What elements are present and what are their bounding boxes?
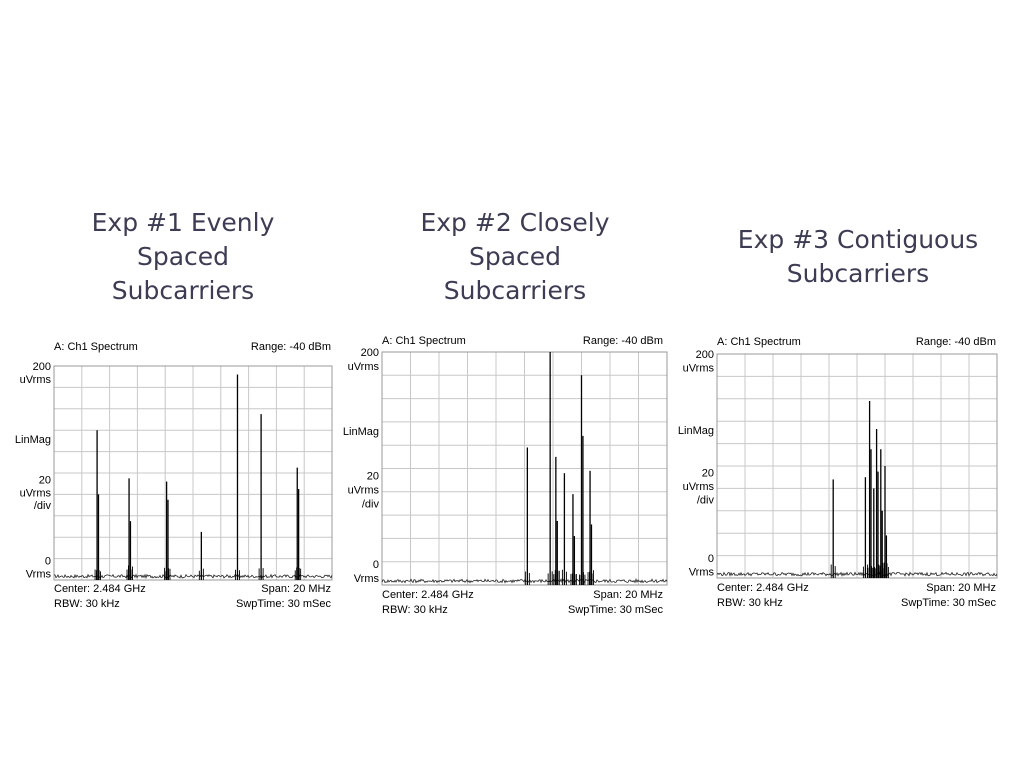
y-axis-label: 200 xyxy=(696,349,714,361)
plot-frame xyxy=(53,365,333,581)
y-axis-label: 200 xyxy=(361,347,379,359)
y-axis-label: LinMag xyxy=(15,434,51,446)
y-axis-label: 0 xyxy=(708,553,714,565)
plot-frame xyxy=(381,351,668,586)
range-label: Range: -40 dBm xyxy=(916,336,996,348)
y-axis-label: Vrms xyxy=(26,569,52,581)
y-axis-label: uVrms xyxy=(20,487,52,499)
y-axis-label: Vrms xyxy=(354,573,380,585)
sweep-time-label: SwpTime: 30 mSec xyxy=(568,604,663,616)
y-axis-label: /div xyxy=(362,498,380,510)
sweep-time-label: SwpTime: 30 mSec xyxy=(901,597,996,609)
y-axis-label: 20 xyxy=(702,468,714,480)
y-axis-label: uVrms xyxy=(683,481,715,493)
spectrum-chart-exp3: A: Ch1 Spectrum Range: -40 dBm200uVrmsLin… xyxy=(678,336,998,609)
span-label: Span: 20 MHz xyxy=(926,582,996,594)
y-axis-label: uVrms xyxy=(348,484,380,496)
y-axis-label: 200 xyxy=(33,361,51,373)
y-axis-label: uVrms xyxy=(20,374,52,386)
y-axis-label: 20 xyxy=(367,470,379,482)
title-exp1: Exp #1 Evenly Spaced Subcarriers xyxy=(91,208,275,305)
center-frequency-label: Center: 2.484 GHz xyxy=(54,583,146,595)
range-label: Range: -40 dBm xyxy=(251,341,331,353)
plot-frame xyxy=(716,353,998,579)
span-label: Span: 20 MHz xyxy=(593,589,663,601)
y-axis-label: 20 xyxy=(39,474,51,486)
y-axis-label: 0 xyxy=(373,559,379,571)
rbw-label: RBW: 30 kHz xyxy=(382,604,448,616)
y-axis-label: uVrms xyxy=(348,361,380,373)
chart-title: A: Ch1 Spectrum xyxy=(717,336,801,348)
title-exp2: Exp #2 Closely Spaced Subcarriers xyxy=(420,208,610,305)
y-axis-label: /div xyxy=(697,495,715,507)
spectrum-chart-exp1: A: Ch1 Spectrum Range: -40 dBm200uVrmsLin… xyxy=(15,341,333,610)
chart-title: A: Ch1 Spectrum xyxy=(382,335,466,347)
chart-title: A: Ch1 Spectrum xyxy=(54,341,138,353)
noise-floor-trace xyxy=(381,578,668,584)
center-frequency-label: Center: 2.484 GHz xyxy=(382,589,474,601)
y-axis-label: /div xyxy=(34,500,52,512)
rbw-label: RBW: 30 kHz xyxy=(54,598,120,610)
y-axis-label: LinMag xyxy=(678,425,714,437)
center-frequency-label: Center: 2.484 GHz xyxy=(717,582,809,594)
span-label: Span: 20 MHz xyxy=(261,583,331,595)
range-label: Range: -40 dBm xyxy=(583,335,663,347)
y-axis-label: Vrms xyxy=(689,566,715,578)
rbw-label: RBW: 30 kHz xyxy=(717,597,783,609)
y-axis-label: LinMag xyxy=(343,426,379,438)
spectrum-chart-exp2: A: Ch1 Spectrum Range: -40 dBm200uVrmsLin… xyxy=(343,335,668,616)
title-exp3: Exp #3 Contiguous Subcarriers xyxy=(737,225,979,288)
sweep-time-label: SwpTime: 30 mSec xyxy=(236,598,331,610)
y-axis-label: uVrms xyxy=(683,362,715,374)
y-axis-label: 0 xyxy=(45,556,51,568)
noise-floor-trace xyxy=(716,571,998,577)
